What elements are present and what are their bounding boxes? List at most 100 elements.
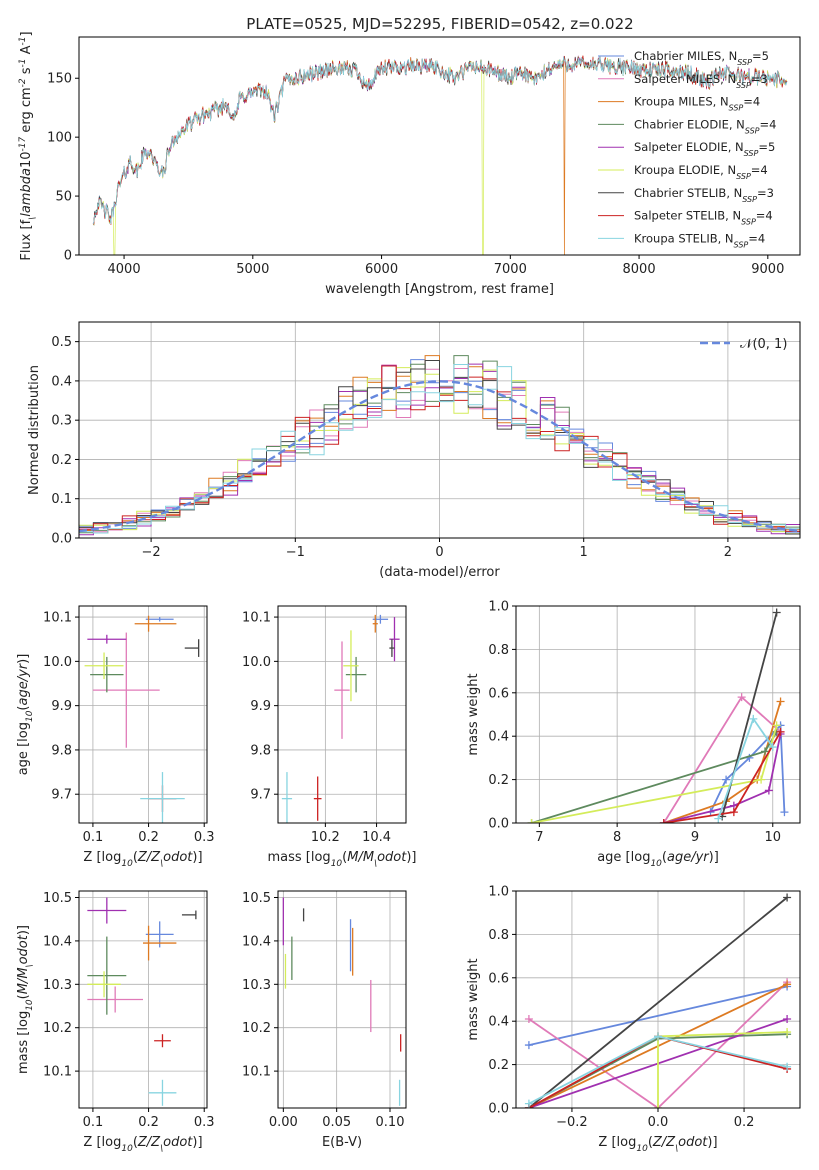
legend-entry: Salpeter MILES, NSSP=3 [634,72,768,90]
axes-frame [515,605,801,824]
errorbar-point [87,936,127,1015]
panel-mass-vs-ebv: 0.00 0.05 0.10 10.1 10.2 10.3 10.4 10.5 E(B-V) [242,890,407,1150]
x-tick-label: 0.3 [194,830,215,845]
y-tick-label: 1.0 [488,885,509,900]
x-tick-label: 9000 [751,262,784,277]
y-tick-label: 0.4 [488,730,509,745]
x-tick-label: 0.1 [83,1115,104,1130]
y-axis-label: mass weight [466,958,481,1040]
y-tick-label: 0.1 [51,492,72,507]
legend-entry: Chabrier MILES, NSSP=5 [634,49,769,67]
errorbar-point [345,656,367,693]
axes-decor: 0.1 0.2 0.3 9.7 9.8 9.9 10.0 10.1 Z [log10(Z/Z\o… [16,605,215,869]
x-tick-label: 0.2 [138,1115,159,1130]
y-tick-label: 0.5 [51,335,72,350]
y-tick-label: 50 [55,190,72,205]
x-tick-label: 6000 [365,262,398,277]
errorbar-point [145,617,174,622]
y-tick-label: 10.1 [43,1065,72,1080]
weight-marker [764,786,773,795]
plot-area [524,893,792,1108]
y-tick-label: 10.3 [43,978,72,993]
weight-marker [783,1062,792,1071]
weight-marker [524,1015,533,1024]
y-tick-label: 10.2 [43,1021,72,1036]
y-tick-label: 10.3 [242,978,271,993]
y-axis-label: mass [log10(M/M\odot)] [16,925,35,1074]
panel-age-vs-Z: 0.1 0.2 0.3 9.7 9.8 9.9 10.0 10.1 Z [log10(Z/Z\o… [16,605,215,869]
weight-marker [524,1099,533,1108]
x-tick-label: 0.1 [83,830,104,845]
y-tick-label: 9.9 [250,699,271,714]
errorbar-point [389,639,395,657]
y-tick-label: 10.0 [43,655,72,670]
x-tick-label: −2 [142,545,161,560]
weight-marker [737,693,746,702]
y-tick-label: 9.8 [51,743,72,758]
axes-decor: 7 8 9 10 0.0 0.2 0.4 0.6 0.8 1.0 age [log10(age/yr… [466,600,801,869]
x-tick-label: 10.4 [362,830,391,845]
weight-marker [757,775,766,784]
y-tick-label: 150 [47,72,72,87]
axes-frame [277,890,407,1109]
panel-weight-vs-Z: −0.2 0.0 0.2 0.0 0.2 0.4 0.6 0.8 1.0 Z [log10(Z/Z… [466,885,801,1154]
errorbar-point [143,925,177,961]
weight-marker [659,819,668,823]
weight-marker [776,727,785,736]
weight-line [657,1031,788,1108]
x-tick-label: 4000 [108,262,141,277]
y-tick-label: 10.1 [242,1065,271,1080]
errorbar-point [184,639,200,657]
x-axis-label: Z [log10(Z/Z\odot)] [83,850,202,869]
weight-line [663,733,782,823]
errorbar-point [389,617,400,662]
x-tick-label: 8000 [623,262,656,277]
errorbar-point [343,630,359,702]
legend-entry: 𝒩(0, 1) [740,337,787,352]
axes-decor: 0.1 0.2 0.3 10.1 10.2 10.3 10.4 10.5 Z [log10(Z/… [16,890,215,1154]
y-tick-label: 0.8 [488,643,509,658]
errorbar-point [87,986,143,1013]
x-tick-label: 10 [764,830,781,845]
panel-mass-vs-Z: 0.1 0.2 0.3 10.1 10.2 10.3 10.4 10.5 Z [log10(Z/… [16,890,215,1154]
weight-marker [524,1041,533,1050]
errorbar-point [134,615,177,632]
y-tick-label: 0.8 [488,928,509,943]
weight-marker [783,1015,792,1024]
errorbar-point [148,1079,177,1106]
plot-area [527,608,789,823]
x-tick-label: 0.00 [269,1115,298,1130]
x-tick-label: 0.0 [648,1115,669,1130]
plot-area [281,614,400,823]
weight-marker [772,721,781,730]
panel-weight-vs-age: 7 8 9 10 0.0 0.2 0.4 0.6 0.8 1.0 age [log10(age/yr… [466,600,801,869]
x-axis-label: E(B-V) [322,1135,362,1150]
errorbar-point [313,776,322,821]
y-axis-label: Normed distribution [27,365,42,495]
normal-reference-curve [79,380,800,533]
weight-marker [749,714,758,723]
spectrum-line [92,56,788,225]
weight-marker [760,747,769,756]
legend: Chabrier MILES, NSSP=5 Salpeter MILES, NS… [598,49,776,249]
axes-decor: 4000 5000 6000 7000 8000 9000 0 50 100 150 wavelen… [18,31,801,297]
y-tick-label: 0.0 [488,817,509,832]
y-tick-label: 0.6 [488,971,509,986]
weight-line [528,985,788,1046]
errorbar-point [181,910,197,920]
x-axis-label: Z [log10(Z/Z\odot)] [598,1135,717,1154]
spectrum-line [92,55,788,255]
panel-residuals: −2 −1 0 1 2 0.0 0.1 0.2 0.3 0.4 0.5 (data-model)/er… [27,321,801,580]
axes-decor: −0.2 0.0 0.2 0.0 0.2 0.4 0.6 0.8 1.0 Z [log10(Z/Z… [466,885,801,1154]
errorbar-point [154,1034,171,1048]
x-tick-label: −1 [286,545,305,560]
x-tick-label: −0.2 [556,1115,588,1130]
x-tick-label: 0.10 [376,1115,405,1130]
weight-marker [768,743,777,752]
plot-area [282,897,402,1106]
weight-line [531,731,778,823]
panel-age-vs-mass: 10.2 10.4 9.7 9.8 9.9 10.0 10.1 mass [log10(M/M… [242,605,417,869]
plot-area [79,355,800,536]
errorbar-point [281,772,293,823]
y-tick-label: 10.2 [242,1021,271,1036]
